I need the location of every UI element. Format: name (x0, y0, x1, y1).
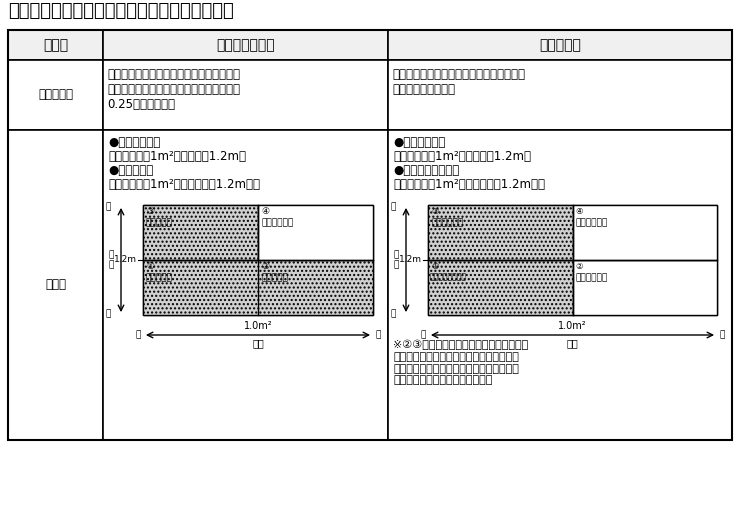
Text: 面積: 面積 (252, 338, 264, 348)
Text: ②: ② (261, 262, 269, 271)
Text: かごの面積1m²以下又は高さ1.2m以下: かごの面積1m²以下又は高さ1.2m以下 (108, 178, 260, 191)
Text: 簡易リフト: 簡易リフト (261, 273, 288, 282)
Bar (428, 205, 717, 315)
Bar (143, 260, 373, 315)
Text: かごの面積1m²超かつ高さ1.2m超: かごの面積1m²超かつ高さ1.2m超 (108, 150, 246, 163)
Text: 低: 低 (105, 309, 111, 318)
Bar (573, 260, 717, 315)
Text: 区　分: 区 分 (45, 278, 66, 292)
Bar (143, 205, 258, 260)
Text: 小: 小 (420, 331, 426, 340)
Text: 1.2m: 1.2m (399, 254, 422, 263)
Text: 高: 高 (390, 202, 396, 211)
Text: 建築基準法: 建築基準法 (539, 38, 581, 52)
Text: ③: ③ (431, 207, 439, 216)
Text: 小荷物専用昇降機: 小荷物専用昇降機 (430, 272, 467, 281)
Bar (258, 205, 373, 260)
Text: 人又は荷物を運搬する昇降機（用途、積載
荷重にかかわらず）: 人又は荷物を運搬する昇降機（用途、積載 荷重にかかわらず） (392, 68, 525, 96)
Bar (573, 205, 717, 260)
Text: ③: ③ (146, 207, 154, 216)
Text: 簡易リフト: 簡易リフト (146, 218, 173, 227)
Text: ※②③は労働安全衛生法では簡易リフトで
　すが、建築基準法ではエレベーターとな
　るため、建築基準法におけるエレベータ
　ーの構造規定が適用されます。: ※②③は労働安全衛生法では簡易リフトで すが、建築基準法ではエレベーターとな る… (393, 340, 528, 385)
Text: エレベーター: エレベーター (576, 218, 608, 227)
Bar (388, 30, 732, 60)
Text: 項　目: 項 目 (43, 38, 68, 52)
Bar (143, 205, 373, 315)
Bar (8, 30, 103, 60)
Bar (103, 130, 388, 440)
Text: ②: ② (576, 262, 583, 271)
Text: エレベーター: エレベーター (431, 218, 463, 227)
Text: かごの面積1m²以下かつ高さ1.2m以下: かごの面積1m²以下かつ高さ1.2m以下 (393, 178, 545, 191)
Text: 高
さ: 高 さ (108, 250, 114, 270)
Text: エレベーター: エレベーター (576, 273, 608, 282)
Text: 高
さ: 高 さ (394, 250, 399, 270)
Bar (388, 130, 732, 440)
Text: 1.0m²: 1.0m² (558, 321, 587, 331)
Bar (428, 205, 573, 260)
Text: ①: ① (146, 262, 154, 271)
Bar (103, 60, 388, 130)
Text: 【参考】労働安全衛生法と建築基準法の相違点: 【参考】労働安全衛生法と建築基準法の相違点 (8, 2, 234, 20)
Bar (8, 60, 103, 130)
Text: 小: 小 (135, 331, 141, 340)
Text: ●エレベーター: ●エレベーター (393, 136, 445, 149)
Text: 1.0m²: 1.0m² (243, 321, 272, 331)
Text: ④: ④ (261, 207, 269, 216)
Text: ●簡易リフト: ●簡易リフト (108, 164, 153, 177)
Text: 1.2m: 1.2m (114, 254, 137, 263)
Text: エレベーター: エレベーター (261, 218, 293, 227)
Text: ①: ① (431, 262, 439, 271)
Text: ●小荷物専用昇降機: ●小荷物専用昇降機 (393, 164, 460, 177)
Text: 高: 高 (105, 202, 111, 211)
Text: ●エレベーター: ●エレベーター (108, 136, 161, 149)
Text: かごの面積1m²超又は高さ1.2m超: かごの面積1m²超又は高さ1.2m超 (393, 150, 531, 163)
Text: 適用の対象: 適用の対象 (38, 89, 73, 102)
Text: 大: 大 (719, 331, 724, 340)
Bar (388, 60, 732, 130)
Text: 低: 低 (390, 309, 396, 318)
Text: 労働安全衛生法: 労働安全衛生法 (216, 38, 275, 52)
Text: 簡易リフト: 簡易リフト (146, 273, 173, 282)
Bar (8, 130, 103, 440)
Text: 工場等に設置されるエレベーター（一般公
衆の用に供されるものは除く）で積載荷重
0.25ｔ以上のもの: 工場等に設置されるエレベーター（一般公 衆の用に供されるものは除く）で積載荷重 … (107, 68, 240, 111)
Text: ④: ④ (576, 207, 583, 216)
Bar (103, 30, 388, 60)
Bar (428, 260, 573, 315)
Text: 大: 大 (375, 331, 380, 340)
Text: 面積: 面積 (567, 338, 579, 348)
Bar (8, 30, 732, 440)
